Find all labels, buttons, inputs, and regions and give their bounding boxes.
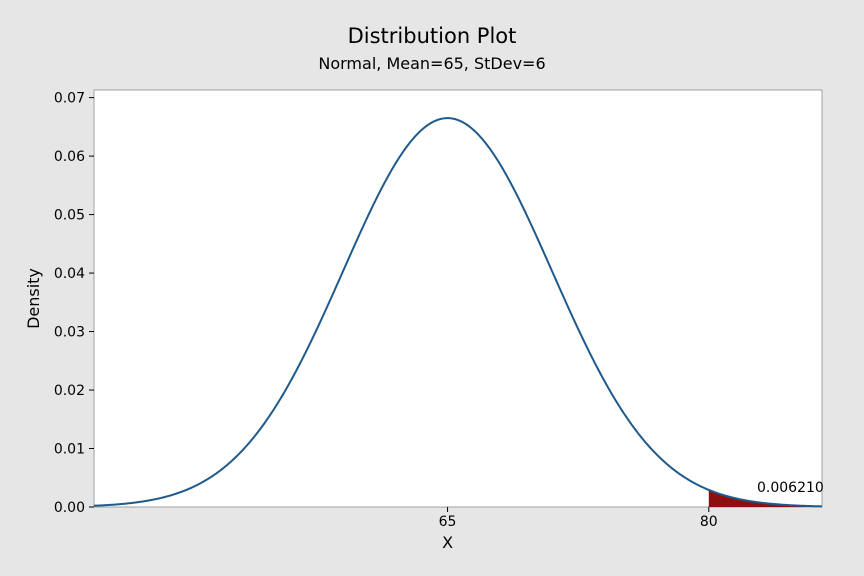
shaded-tail-region [708, 489, 822, 507]
plot-area [93, 89, 823, 508]
chart-subtitle: Normal, Mean=65, StDev=6 [318, 54, 546, 73]
chart-title: Distribution Plot [347, 24, 517, 48]
curve-layer [93, 117, 823, 508]
y-tick-label: 0.05 [54, 208, 85, 224]
y-tick-label: 0.02 [54, 383, 85, 399]
x-axis-title: X [442, 533, 453, 552]
axis-layer: 0.00 0.01 0.02 0.03 0.04 0.05 0.06 0.07 65 80 [54, 91, 718, 530]
x-tick-label: 80 [700, 514, 718, 530]
y-tick-label: 0.06 [54, 149, 85, 165]
y-tick-label: 0.07 [54, 91, 85, 107]
y-tick-label: 0.04 [54, 266, 85, 282]
density-curve [93, 117, 823, 508]
y-tick-label: 0.03 [54, 325, 85, 341]
y-tick-label: 0.01 [54, 442, 85, 458]
shade-layer [708, 489, 822, 507]
y-axis-title: Density [24, 268, 43, 329]
x-tick-label: 65 [439, 514, 457, 530]
y-tick-label: 0.00 [54, 500, 85, 516]
probability-annotation: 0.006210 [757, 480, 824, 496]
